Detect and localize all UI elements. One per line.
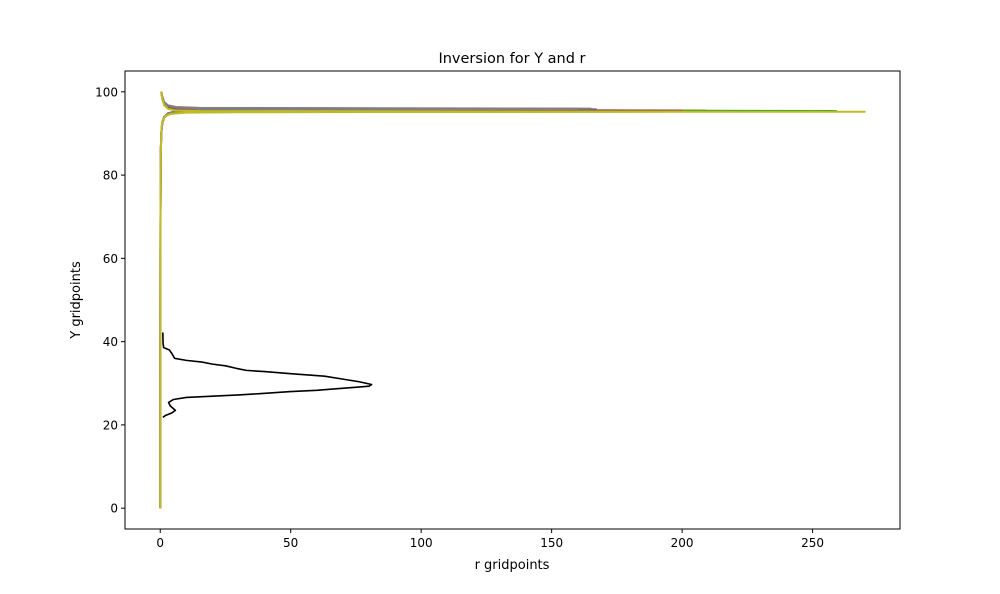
y-tick-label: 40 bbox=[103, 335, 118, 349]
y-axis-ticks: 0 20 40 60 80 100 bbox=[95, 85, 125, 516]
x-tick-label: 250 bbox=[801, 536, 824, 550]
plot-frame bbox=[124, 70, 901, 530]
chart-title: Inversion for Y and r bbox=[438, 51, 585, 67]
y-tick-label: 0 bbox=[110, 502, 118, 516]
x-tick-label: 200 bbox=[671, 536, 694, 550]
x-tick-label: 0 bbox=[156, 536, 164, 550]
series-line-0 bbox=[162, 332, 373, 419]
x-axis-label: r gridpoints bbox=[475, 558, 550, 573]
y-tick-label: 100 bbox=[95, 85, 118, 99]
x-tick-label: 50 bbox=[283, 536, 298, 550]
x-axis-ticks: 0 50 100 150 200 250 bbox=[156, 529, 824, 550]
x-tick-label: 100 bbox=[410, 536, 433, 550]
series-line-8 bbox=[159, 91, 866, 509]
y-tick-label: 20 bbox=[103, 418, 118, 432]
y-tick-label: 80 bbox=[103, 169, 118, 183]
y-tick-label: 60 bbox=[103, 252, 118, 266]
plot-lines bbox=[159, 91, 866, 509]
x-tick-label: 150 bbox=[540, 536, 563, 550]
y-axis-label: Y gridpoints bbox=[69, 261, 84, 340]
